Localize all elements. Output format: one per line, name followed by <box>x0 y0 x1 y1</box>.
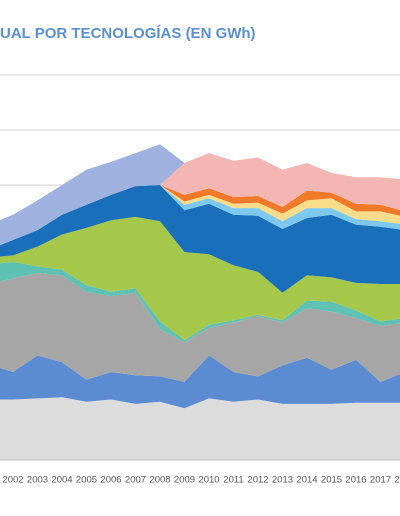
x-tick-label: 2011 <box>223 475 243 486</box>
x-tick-label: 2018 <box>394 475 400 486</box>
x-tick-label: 2008 <box>149 475 170 486</box>
x-tick-label: 2004 <box>51 475 72 486</box>
x-tick-label: 2003 <box>27 475 48 486</box>
x-tick-label: 2006 <box>100 475 121 486</box>
area <box>0 397 400 460</box>
x-tick-label: 2015 <box>321 475 342 486</box>
x-tick-label: 2014 <box>296 475 317 486</box>
area <box>0 144 400 246</box>
x-tick-label: 2017 <box>370 475 391 486</box>
area <box>0 355 400 409</box>
area <box>0 262 400 343</box>
x-tick-label: 2009 <box>174 475 195 486</box>
area <box>0 185 400 246</box>
x-tick-label: 2010 <box>198 475 219 486</box>
x-tick-label: 2005 <box>76 475 97 486</box>
area <box>0 185 400 246</box>
area <box>0 153 400 246</box>
area <box>0 216 400 341</box>
area <box>0 273 400 382</box>
x-tick-label: 2007 <box>125 475 146 486</box>
x-tick-label: 2002 <box>2 475 23 486</box>
area <box>0 185 400 293</box>
x-tick-label: 2012 <box>247 475 268 486</box>
chart-title: UAL POR TECNOLOGÍAS (EN GWh) <box>0 25 256 42</box>
x-tick-label: 2016 <box>345 475 366 486</box>
x-tick-label: 2013 <box>272 475 293 486</box>
